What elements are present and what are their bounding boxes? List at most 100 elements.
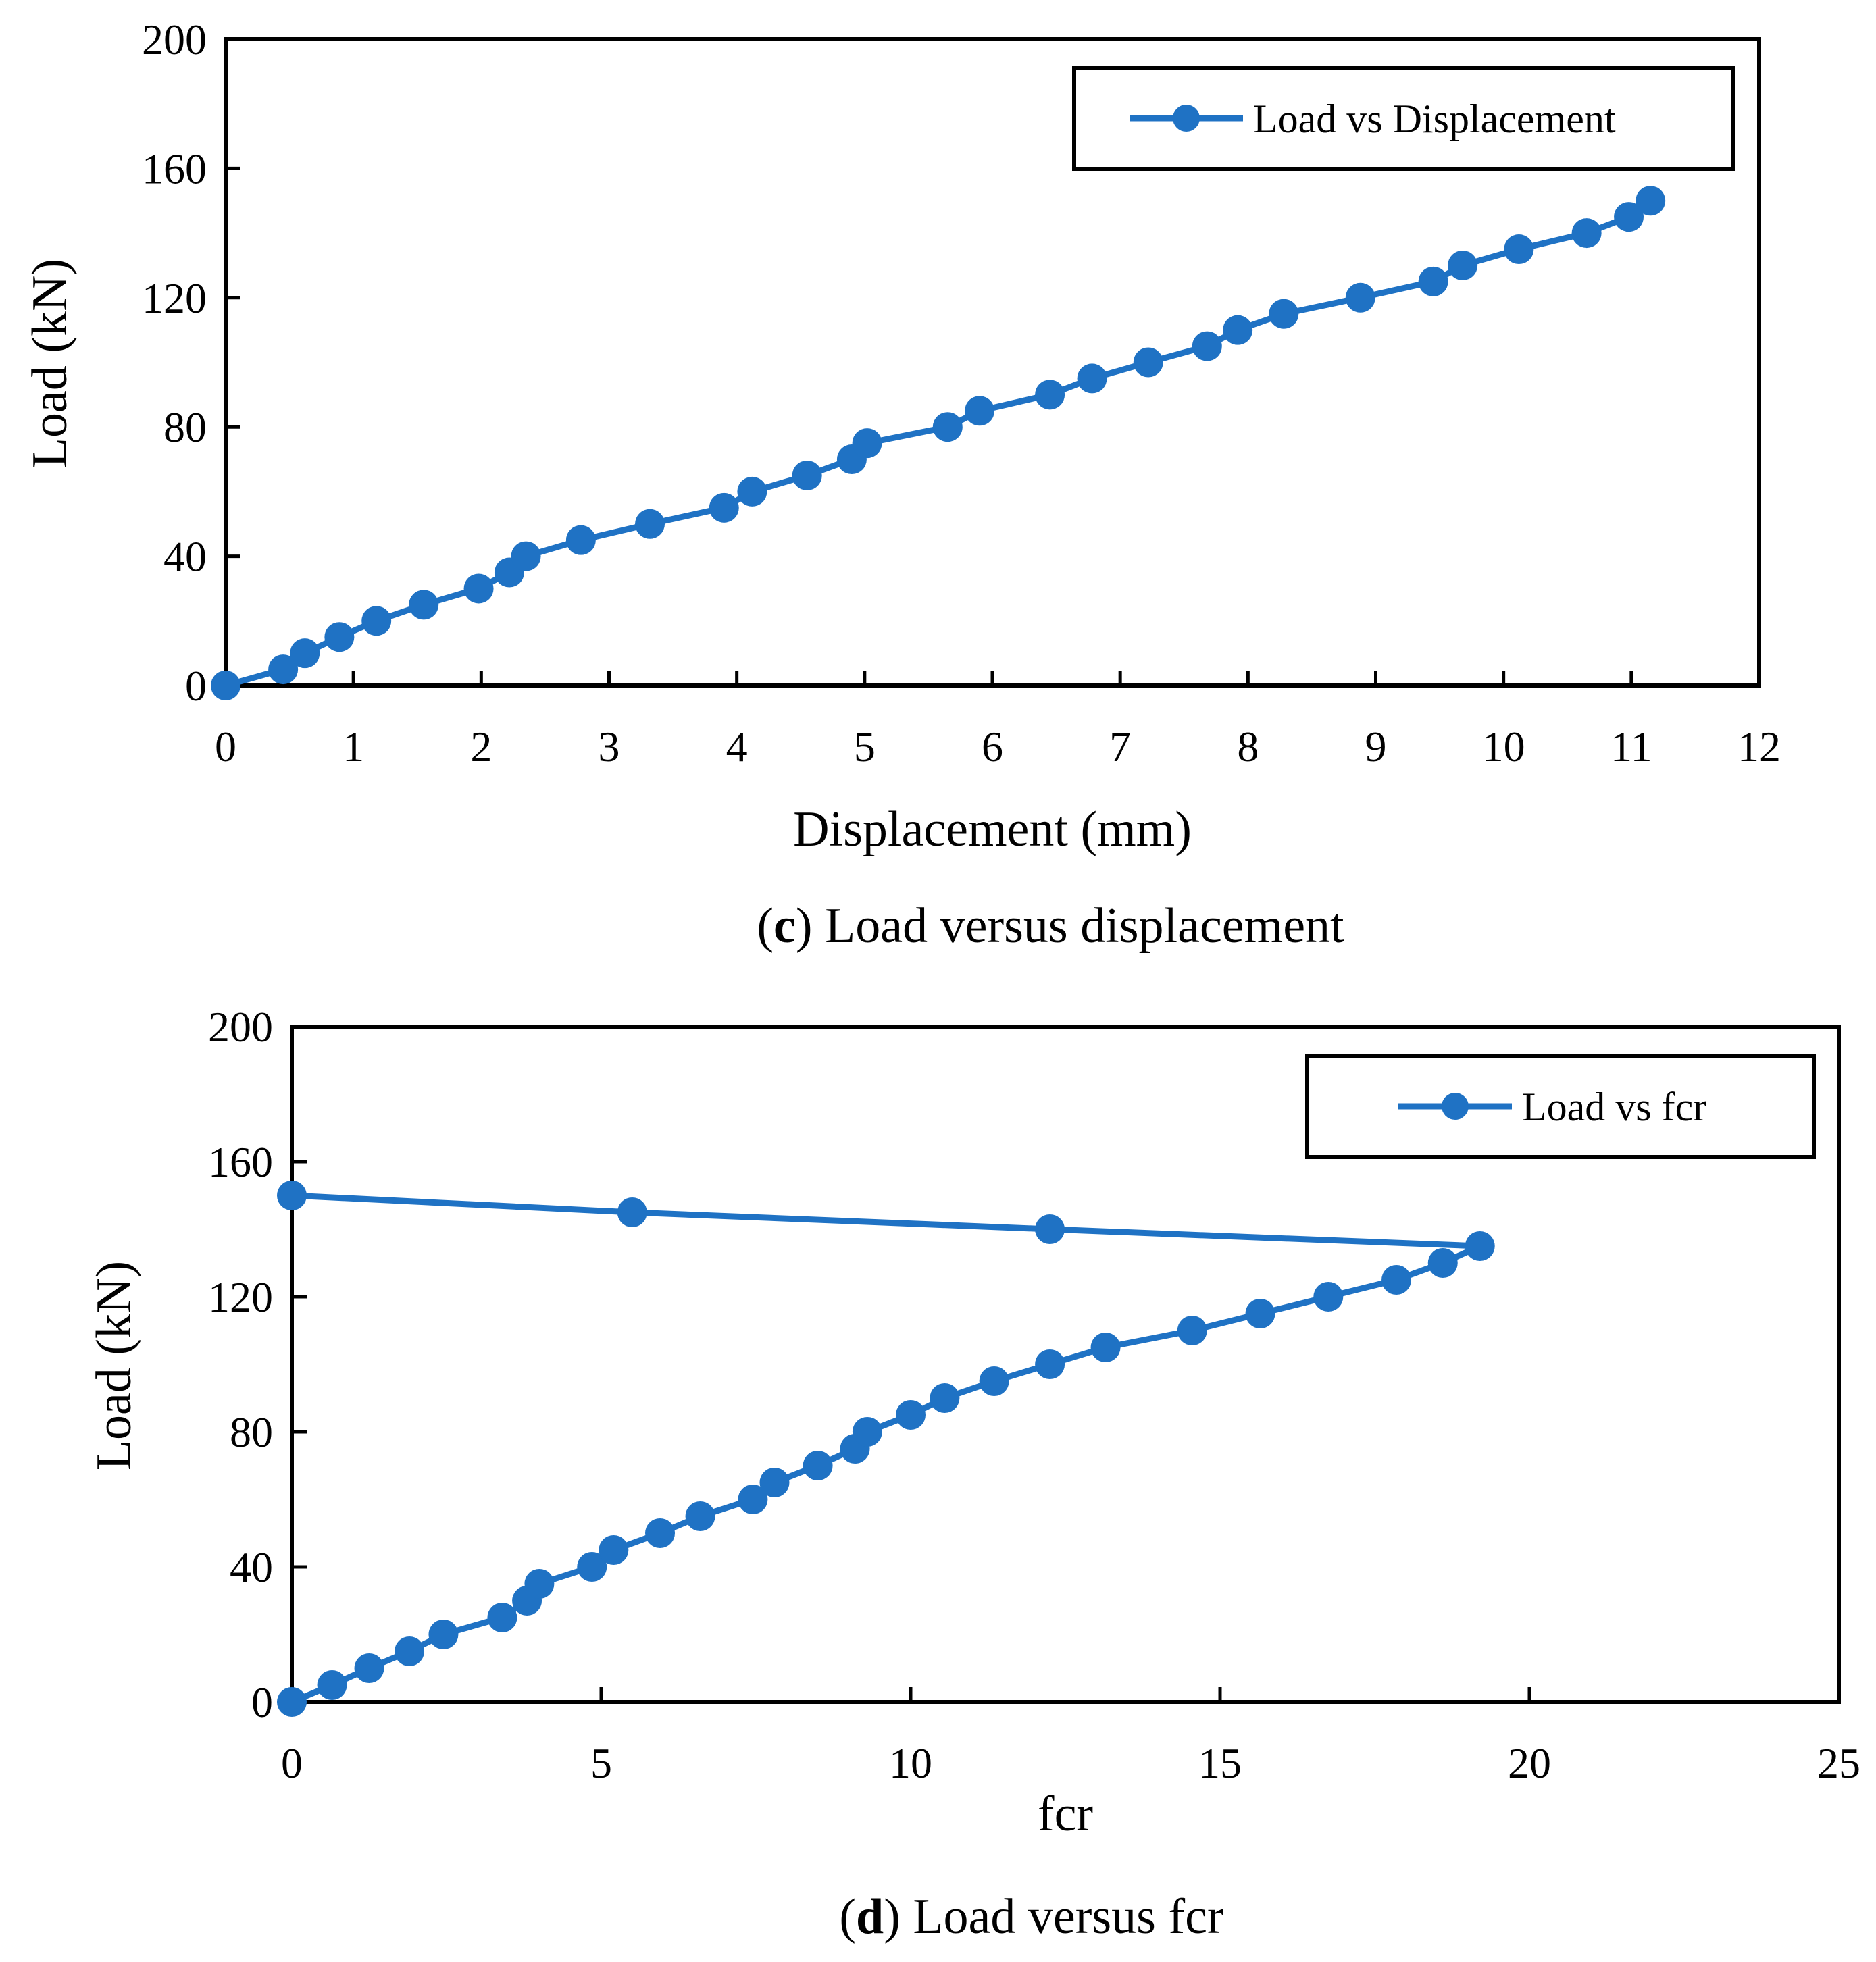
data-point [1614,202,1644,232]
y-tick-label: 40 [163,533,207,581]
data-point [635,509,665,539]
x-tick-label: 8 [1237,723,1259,771]
caption-c: (c) Load versus displacement [757,898,1344,954]
x-tick-label: 5 [590,1739,612,1787]
data-point [565,525,596,555]
x-tick-label: 12 [1738,723,1781,771]
x-axis-title: fcr [1038,1786,1093,1842]
y-tick-label: 120 [142,274,207,322]
data-point [1571,218,1602,249]
data-point [1504,234,1534,265]
x-tick-label: 4 [726,723,748,771]
data-point [896,1400,926,1430]
data-point [1636,186,1666,216]
data-point [1465,1231,1495,1261]
x-axis: 0 1 2 3 4 5 6 7 8 9 10 11 12 [215,671,1781,771]
data-point [1427,1248,1458,1278]
data-point [930,1383,960,1413]
data-point [1381,1265,1412,1295]
legend: Load vs fcr [1305,1054,1816,1159]
series-line [290,1192,1484,1705]
y-tick-label: 0 [251,1678,273,1726]
legend: Load vs Displacement [1072,66,1735,171]
caption-letter: c [774,898,796,954]
x-tick-label: 11 [1611,723,1652,771]
legend-marker [1442,1093,1469,1120]
data-point [1245,1299,1275,1328]
data-point [932,412,963,442]
data-point [290,638,320,669]
data-point [759,1468,790,1497]
legend-box [1305,1054,1816,1159]
y-axis: 0 40 80 120 160 200 [208,1003,307,1726]
x-tick-label: 10 [889,1739,932,1787]
data-point [965,396,995,426]
data-point [685,1501,715,1531]
data-point [852,1417,882,1447]
legend-label: Load vs Displacement [1253,97,1616,141]
x-tick-label: 0 [215,723,236,771]
legend-marker [1173,105,1200,132]
data-point [317,1670,347,1700]
data-point [792,460,822,490]
y-axis-title: Load (kN) [22,259,78,468]
data-point [511,541,541,571]
data-point [354,1653,384,1683]
y-tick-label: 200 [208,1003,273,1051]
chart-load-vs-fcr: 0 5 10 15 20 25 0 40 80 120 160 200 Load vs fcr fc… [86,1003,1860,1944]
data-point [709,492,739,523]
data-point [524,1569,555,1599]
data-point [1269,299,1299,329]
data-point [1345,282,1375,313]
data-point [803,1451,833,1480]
data-point [1035,1349,1065,1379]
x-tick-label: 9 [1365,723,1387,771]
y-tick-label: 80 [230,1408,273,1456]
y-tick-label: 40 [230,1543,273,1591]
data-point [645,1518,676,1548]
data-point [1133,347,1163,378]
x-axis-title: Displacement (mm) [793,802,1192,857]
y-tick-label: 160 [208,1138,273,1186]
x-axis: 0 5 10 15 20 25 [281,1687,1860,1787]
x-tick-label: 2 [470,723,492,771]
x-tick-label: 3 [599,723,620,771]
y-tick-label: 120 [208,1273,273,1321]
series [277,1181,1495,1717]
data-point [211,671,240,700]
data-point [395,1636,425,1666]
x-tick-label: 20 [1508,1739,1551,1787]
caption-text: Load versus displacement [825,898,1344,954]
x-tick-label: 6 [982,723,1003,771]
x-tick-label: 5 [854,723,876,771]
data-point [1192,331,1222,361]
data-point [599,1535,629,1565]
data-point [979,1366,1009,1396]
plot-frame [290,1025,1841,1704]
data-point [428,1620,459,1649]
x-tick-label: 1 [343,723,364,771]
data-point [617,1197,647,1227]
y-tick-label: 0 [185,662,207,710]
x-tick-label: 10 [1482,723,1525,771]
data-point [463,573,494,604]
data-point [277,1687,307,1717]
data-point [1418,266,1448,296]
series [211,186,1666,700]
data-point [1313,1282,1344,1312]
y-axis-title: Load (kN) [86,1261,142,1470]
data-point [277,1181,307,1210]
x-tick-label: 7 [1109,723,1131,771]
data-point [1177,1316,1207,1345]
data-point [1077,363,1107,394]
x-tick-label: 25 [1817,1739,1860,1787]
data-point [487,1603,517,1632]
x-tick-label: 0 [281,1739,303,1787]
y-tick-label: 80 [163,403,207,451]
x-tick-label: 15 [1198,1739,1242,1787]
data-point [361,606,392,636]
data-point [409,590,439,620]
data-point [1035,1214,1065,1244]
